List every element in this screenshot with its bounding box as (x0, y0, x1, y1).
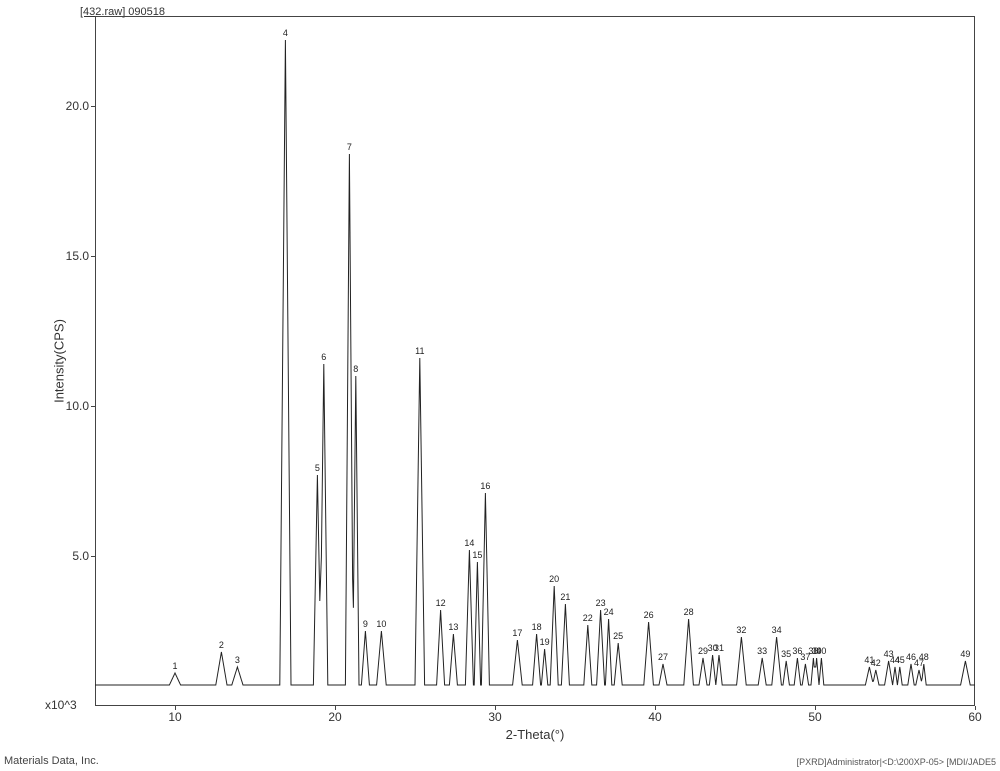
y-tick-label: 5.0 (49, 549, 89, 563)
spectrum-line (95, 16, 975, 706)
x-tick-label: 60 (968, 710, 981, 724)
x-tick-label: 30 (488, 710, 501, 724)
x-axis-label: 2-Theta(°) (506, 727, 565, 742)
x-tick-mark (495, 706, 496, 710)
x-tick-mark (815, 706, 816, 710)
x-tick-mark (175, 706, 176, 710)
x-tick-label: 40 (648, 710, 661, 724)
x-tick-label: 20 (328, 710, 341, 724)
footer-right-label: [PXRD]Administrator|<D:\200XP-05> [MDI/J… (797, 757, 996, 767)
x-tick-mark (335, 706, 336, 710)
y-tick-label: 20.0 (49, 99, 89, 113)
y-multiplier-label: x10^3 (45, 698, 77, 712)
y-tick-label: 15.0 (49, 249, 89, 263)
x-tick-mark (655, 706, 656, 710)
x-tick-mark (975, 706, 976, 710)
x-tick-label: 50 (808, 710, 821, 724)
xrd-plot: Intensity(CPS) 2-Theta(°) x10^3 5.010.01… (95, 16, 975, 706)
y-tick-label: 10.0 (49, 399, 89, 413)
footer-left-label: Materials Data, Inc. (4, 755, 99, 767)
y-axis-label: Intensity(CPS) (51, 319, 66, 403)
x-tick-label: 10 (168, 710, 181, 724)
